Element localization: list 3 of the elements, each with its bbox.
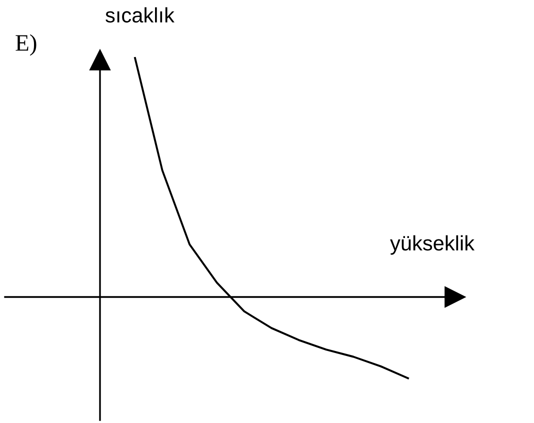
text: E) bbox=[16, 34, 36, 56]
x-axis-title: yükseklik bbox=[390, 235, 475, 255]
y-axis-title: sıcaklık bbox=[106, 7, 174, 23]
